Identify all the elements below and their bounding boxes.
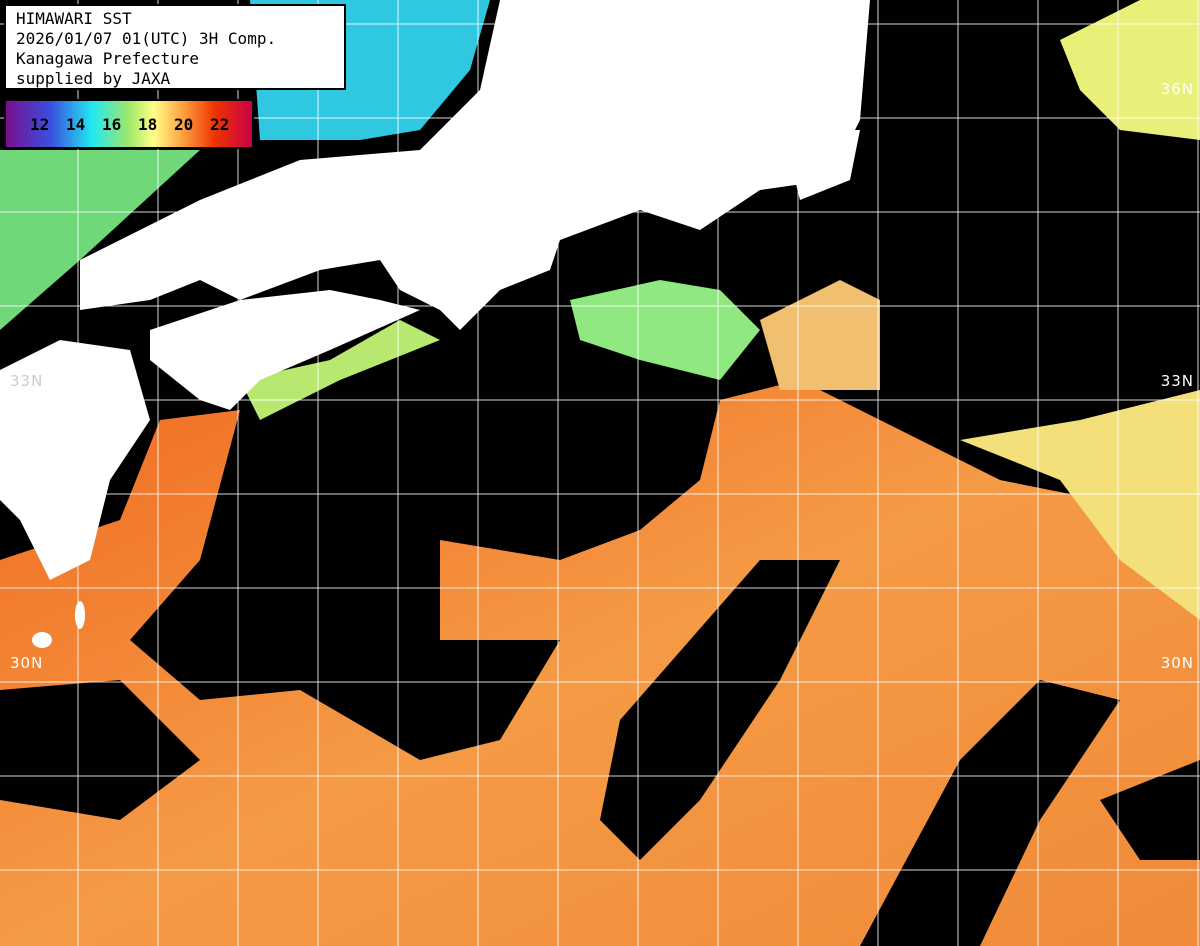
land-shikoku [150,290,420,410]
map-credit: supplied by JAXA [16,69,171,88]
lat-label-33n-left: 33N [10,372,44,390]
legend-tick: 16 [102,114,122,134]
land-honshu [80,0,870,330]
cool-sea-shikoku [240,320,440,420]
land-island [32,632,52,648]
legend-tick: 14 [66,114,86,134]
map-title: HIMAWARI SST [16,9,132,28]
legend-tick: 20 [174,114,194,134]
cloud-patch [1100,760,1200,860]
legend-tick: 18 [138,114,158,134]
land-boso [790,130,860,200]
cloud-patch [860,680,1120,946]
lat-label-33n: 33N [1160,372,1194,390]
cool-sea-west [0,150,200,330]
cloud-patch [600,560,840,860]
land-island [75,601,85,629]
map-region: Kanagawa Prefecture [16,49,200,68]
cool-sea-east [960,390,1200,620]
lat-label-36n: 36N [1160,80,1194,98]
cool-sea-kii [570,280,760,380]
color-scale-legend: 12 14 16 18 20 22 [4,99,254,149]
legend-tick: 12 [30,114,50,134]
cool-sea-northeast [1060,0,1200,140]
cloud-patch [0,680,200,820]
info-box: HIMAWARI SST 2026/01/07 01(UTC) 3H Comp.… [4,4,346,90]
lat-label-30n-left: 30N [10,654,44,672]
warm-sea-south [0,380,1200,946]
map-datetime: 2026/01/07 01(UTC) 3H Comp. [16,29,277,48]
cool-sea-izu [760,280,880,390]
legend-tick: 22 [210,114,230,134]
lat-label-30n: 30N [1160,654,1194,672]
